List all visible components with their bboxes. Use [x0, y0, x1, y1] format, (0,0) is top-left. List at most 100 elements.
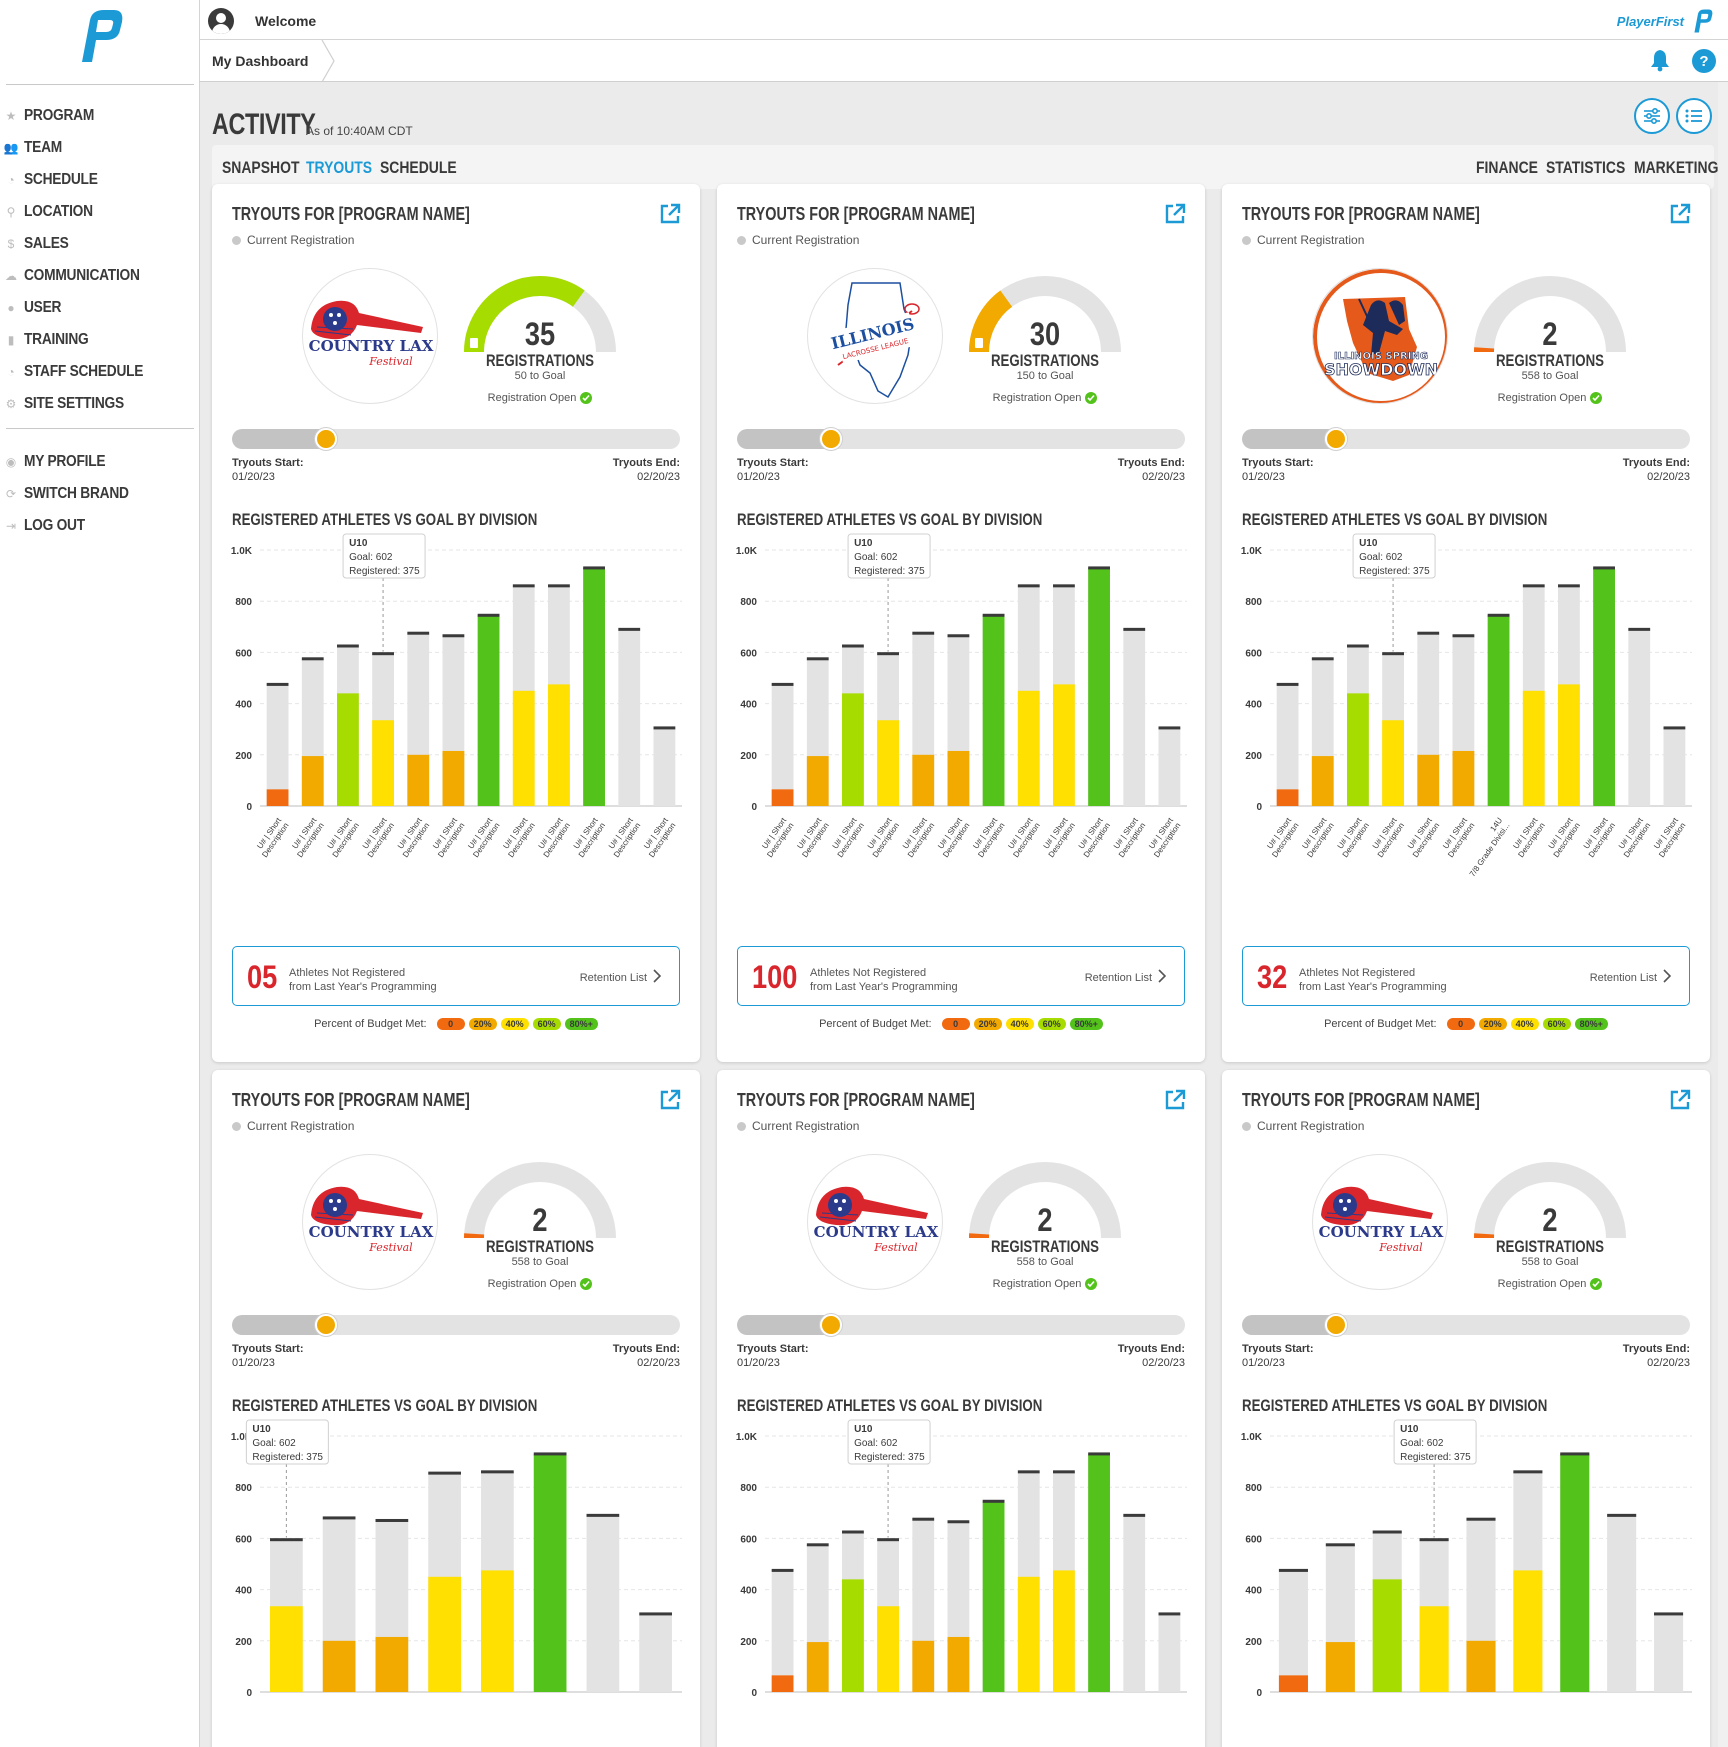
registered-bar[interactable]: [842, 1579, 864, 1692]
goal-bar[interactable]: [1158, 727, 1181, 806]
registered-bar[interactable]: [806, 1642, 829, 1692]
timeline-handle[interactable]: [820, 1314, 843, 1336]
sidebar-item-staff-schedule[interactable]: ◔ Staff Schedule: [4, 356, 194, 388]
goal-bar[interactable]: [586, 1515, 620, 1692]
registered-bar[interactable]: [1053, 1570, 1075, 1692]
registered-bar[interactable]: [322, 1640, 356, 1692]
registered-bar[interactable]: [1452, 750, 1475, 806]
registered-bar[interactable]: [442, 750, 465, 806]
registered-bar[interactable]: [1088, 1453, 1110, 1692]
registered-bar[interactable]: [512, 690, 535, 806]
registered-bar[interactable]: [771, 789, 794, 806]
registered-bar[interactable]: [301, 756, 324, 806]
goal-bar[interactable]: [653, 727, 676, 806]
registered-bar[interactable]: [1466, 1640, 1496, 1692]
sidebar-item-program[interactable]: ★ Program: [4, 100, 194, 132]
external-link-icon[interactable]: [1668, 1088, 1692, 1112]
registered-bar[interactable]: [1513, 1570, 1543, 1692]
registered-bar[interactable]: [1382, 720, 1404, 806]
registered-bar[interactable]: [481, 1570, 514, 1692]
help-icon[interactable]: ?: [1692, 49, 1716, 73]
goal-bar[interactable]: [1123, 1515, 1146, 1692]
registered-bar[interactable]: [477, 615, 500, 806]
timeline-handle[interactable]: [1325, 428, 1348, 450]
goal-bar[interactable]: [1276, 684, 1299, 806]
registered-bar[interactable]: [982, 1501, 1005, 1692]
registered-bar[interactable]: [1311, 756, 1334, 806]
registered-bar[interactable]: [806, 756, 829, 806]
registered-bar[interactable]: [912, 754, 935, 806]
tab-marketing[interactable]: MARKETING: [1634, 158, 1719, 177]
registered-bar[interactable]: [1560, 1453, 1590, 1692]
registered-bar[interactable]: [1276, 789, 1299, 806]
external-link-icon[interactable]: [658, 202, 682, 226]
external-link-icon[interactable]: [1163, 202, 1187, 226]
sidebar-item-schedule[interactable]: ◔ Schedule: [4, 164, 194, 196]
registered-bar[interactable]: [375, 1636, 409, 1692]
retention-list-box[interactable]: 05 Athletes Not Registered from Last Year'…: [232, 946, 680, 1006]
registered-bar[interactable]: [877, 720, 899, 806]
sidebar-item-team[interactable]: 👥 Team: [4, 132, 194, 164]
goal-bar[interactable]: [771, 684, 794, 806]
registered-bar[interactable]: [947, 1636, 970, 1692]
retention-list-link[interactable]: Retention List: [1085, 969, 1167, 986]
goal-bar[interactable]: [1663, 727, 1686, 806]
goal-bar[interactable]: [1654, 1613, 1684, 1692]
goal-bar[interactable]: [1278, 1570, 1308, 1692]
registered-bar[interactable]: [1417, 754, 1440, 806]
registered-bar[interactable]: [842, 693, 864, 806]
registered-bar[interactable]: [877, 1606, 899, 1692]
notification-bell-icon[interactable]: [1648, 48, 1672, 72]
registered-bar[interactable]: [270, 1606, 303, 1692]
goal-bar[interactable]: [639, 1613, 672, 1692]
external-link-icon[interactable]: [1668, 202, 1692, 226]
goal-bar[interactable]: [1158, 1613, 1181, 1692]
registered-bar[interactable]: [1017, 1576, 1040, 1692]
retention-list-link[interactable]: Retention List: [580, 969, 662, 986]
timeline-handle[interactable]: [820, 428, 843, 450]
registered-bar[interactable]: [1278, 1675, 1308, 1692]
tab-finance[interactable]: FINANCE: [1476, 158, 1538, 177]
retention-list-link[interactable]: Retention List: [1590, 969, 1672, 986]
external-link-icon[interactable]: [1163, 1088, 1187, 1112]
registered-bar[interactable]: [372, 720, 394, 806]
playerfirst-logo-icon[interactable]: [72, 6, 126, 66]
tab-tryouts[interactable]: TRYOUTS: [306, 158, 373, 177]
page-scrollbar[interactable]: [1718, 82, 1728, 1747]
timeline-handle[interactable]: [315, 1314, 338, 1336]
goal-bar[interactable]: [266, 684, 289, 806]
sidebar-item-switch-brand[interactable]: ⟳ Switch Brand: [4, 478, 194, 510]
registered-bar[interactable]: [771, 1675, 794, 1692]
registered-bar[interactable]: [982, 615, 1005, 806]
sidebar-item-log-out[interactable]: ⇥ Log Out: [4, 510, 194, 542]
goal-bar[interactable]: [1123, 629, 1146, 806]
sidebar-item-user[interactable]: ● User: [4, 292, 194, 324]
registered-bar[interactable]: [533, 1453, 567, 1692]
timeline-handle[interactable]: [1325, 1314, 1348, 1336]
registered-bar[interactable]: [912, 1640, 935, 1692]
sidebar-item-site-settings[interactable]: ⚙ Site Settings: [4, 388, 194, 420]
sidebar-item-sales[interactable]: $ Sales: [4, 228, 194, 260]
external-link-icon[interactable]: [658, 1088, 682, 1112]
goal-bar[interactable]: [1607, 1515, 1637, 1692]
tab-snapshot[interactable]: SNAPSHOT: [222, 158, 300, 177]
sidebar-item-training[interactable]: ▮ Training: [4, 324, 194, 356]
retention-list-box[interactable]: 32 Athletes Not Registered from Last Year'…: [1242, 946, 1690, 1006]
tab-statistics[interactable]: STATISTICS: [1546, 158, 1626, 177]
sidebar-item-communication[interactable]: ☁ Communication: [4, 260, 194, 292]
registered-bar[interactable]: [1347, 693, 1369, 806]
registered-bar[interactable]: [583, 567, 605, 806]
registered-bar[interactable]: [1558, 684, 1580, 806]
registered-bar[interactable]: [337, 693, 359, 806]
avatar[interactable]: [208, 8, 234, 34]
registered-bar[interactable]: [428, 1576, 461, 1692]
registered-bar[interactable]: [1593, 567, 1615, 806]
sidebar-item-location[interactable]: ⚲ Location: [4, 196, 194, 228]
registered-bar[interactable]: [947, 750, 970, 806]
